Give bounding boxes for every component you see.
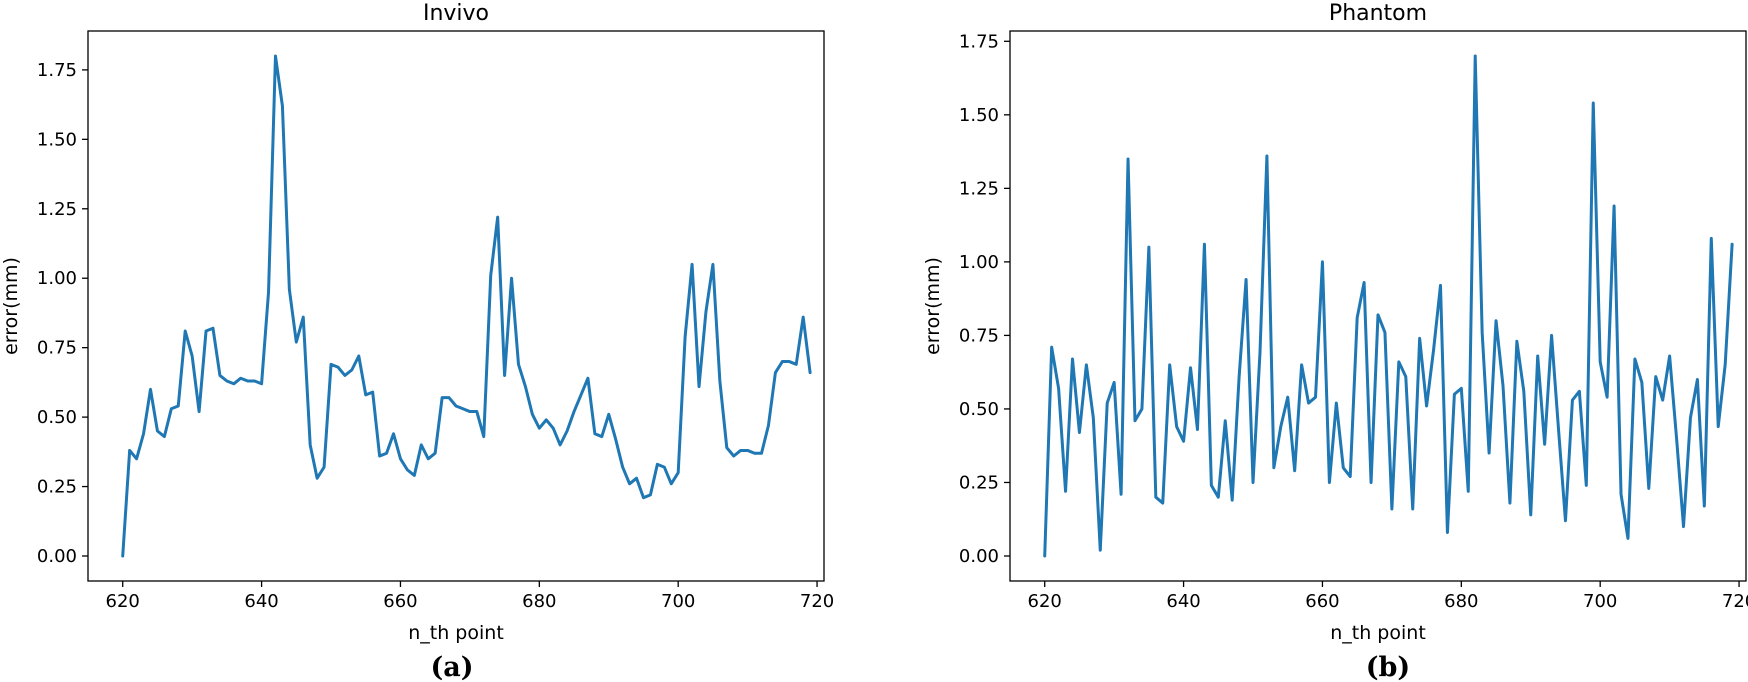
y-tick-label: 0.50 bbox=[37, 407, 77, 428]
y-tick-label: 1.00 bbox=[37, 268, 77, 289]
y-tick-label: 0.25 bbox=[959, 472, 999, 493]
y-tick-label: 1.75 bbox=[37, 60, 77, 81]
axes-frame bbox=[1009, 30, 1747, 582]
series-line bbox=[1043, 54, 1734, 558]
panel-label-b: (b) bbox=[1366, 652, 1410, 682]
y-tick-label: 0.75 bbox=[959, 325, 999, 346]
y-axis-ticks: 0.00 0.25 0.50 0.75 1.00 1.25 1.50 1.75 bbox=[959, 31, 1010, 567]
x-tick-label: 620 bbox=[106, 591, 140, 612]
x-tick-label: 700 bbox=[661, 591, 695, 612]
y-tick-label: 1.50 bbox=[959, 105, 999, 126]
x-tick-label: 660 bbox=[1305, 591, 1339, 612]
chart-title: Invivo bbox=[423, 1, 489, 26]
axes-frame bbox=[87, 30, 825, 582]
y-tick-label: 1.25 bbox=[37, 199, 77, 220]
plot-area: 620 640 660 680 700 720 0.00 0.25 0.50 0.75 1.00 1… bbox=[37, 30, 834, 612]
x-tick-label: 640 bbox=[244, 591, 278, 612]
x-axis-label: n_th point bbox=[1330, 622, 1426, 644]
y-axis-label: error(mm) bbox=[922, 257, 944, 355]
series-line bbox=[121, 54, 812, 558]
y-tick-label: 1.25 bbox=[959, 178, 999, 199]
panel-label-a: (a) bbox=[430, 652, 473, 682]
x-tick-label: 720 bbox=[1722, 591, 1748, 612]
x-tick-label: 620 bbox=[1028, 591, 1062, 612]
x-tick-label: 640 bbox=[1166, 591, 1200, 612]
x-axis-ticks: 620 640 660 680 700 720 bbox=[1028, 581, 1748, 612]
x-tick-label: 680 bbox=[522, 591, 556, 612]
x-tick-label: 720 bbox=[800, 591, 834, 612]
x-axis-ticks: 620 640 660 680 700 720 bbox=[106, 581, 834, 612]
x-tick-label: 680 bbox=[1444, 591, 1478, 612]
chart-invivo: Invivo 620 640 660 680 700 720 0.000.250.500.… bbox=[0, 1, 834, 682]
chart-title: Phantom bbox=[1329, 1, 1427, 26]
y-axis-ticks: 0.00 0.25 0.50 0.75 1.00 1.25 1.50 1.75 bbox=[37, 60, 88, 567]
y-tick-label: 1.75 bbox=[959, 31, 999, 52]
y-tick-label: 1.00 bbox=[959, 252, 999, 273]
y-axis-label: error(mm) bbox=[0, 257, 22, 355]
y-tick-label: 0.00 bbox=[37, 546, 77, 567]
y-tick-label: 0.50 bbox=[959, 399, 999, 420]
x-tick-label: 660 bbox=[383, 591, 417, 612]
x-tick-label: 700 bbox=[1583, 591, 1617, 612]
y-tick-label: 1.50 bbox=[37, 129, 77, 150]
y-tick-label: 0.25 bbox=[37, 477, 77, 498]
y-tick-label: 0.75 bbox=[37, 338, 77, 359]
x-axis-label: n_th point bbox=[408, 622, 504, 644]
y-tick-label: 0.00 bbox=[959, 546, 999, 567]
plot-area: 620 640 660 680 700 720 0.00 0.25 0.50 0.75 1.00 1… bbox=[959, 30, 1748, 612]
